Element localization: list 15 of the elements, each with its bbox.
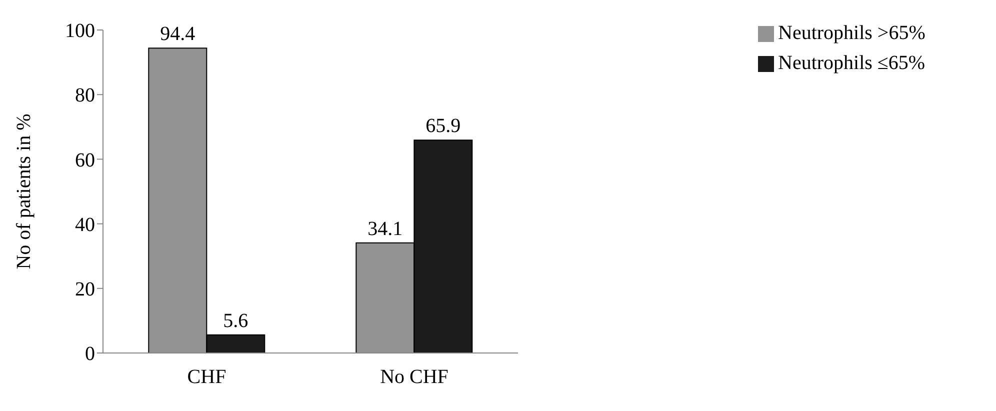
data-label: 65.9 — [426, 115, 461, 138]
y-tick-label: 20 — [75, 278, 95, 300]
y-tick-label: 80 — [75, 84, 95, 107]
y-tick-label: 100 — [65, 20, 95, 42]
x-tick-label: No CHF — [380, 366, 448, 388]
data-label: 5.6 — [223, 310, 248, 332]
x-tick-label: CHF — [187, 366, 226, 388]
y-tick-label: 0 — [85, 343, 95, 366]
y-tick-label: 40 — [75, 214, 95, 236]
y-tick-label: 60 — [75, 149, 95, 172]
legend-label: Neutrophils >65% — [778, 22, 926, 44]
legend-label: Neutrophils ≤65% — [778, 52, 926, 74]
data-label: 94.4 — [160, 23, 196, 46]
y-axis-title: No of patients in % — [13, 114, 36, 270]
data-label: 34.1 — [368, 218, 403, 240]
